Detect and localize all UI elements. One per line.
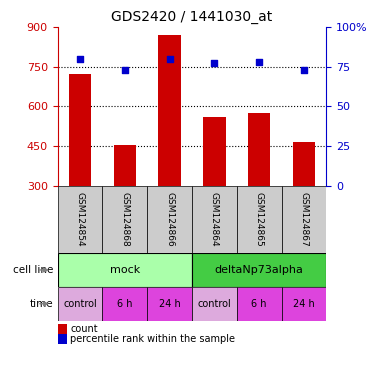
Text: control: control bbox=[63, 299, 97, 309]
Text: count: count bbox=[70, 324, 98, 334]
Text: 24 h: 24 h bbox=[293, 299, 315, 309]
Bar bbox=[293, 142, 315, 185]
Point bbox=[77, 56, 83, 62]
Text: 24 h: 24 h bbox=[159, 299, 180, 309]
Bar bbox=[114, 144, 136, 185]
Bar bbox=[248, 113, 270, 185]
Bar bbox=[147, 185, 192, 253]
Point bbox=[301, 67, 307, 73]
Point bbox=[167, 56, 173, 62]
Bar bbox=[237, 185, 282, 253]
Text: cell line: cell line bbox=[13, 265, 54, 275]
Bar bbox=[203, 117, 226, 185]
Title: GDS2420 / 1441030_at: GDS2420 / 1441030_at bbox=[111, 10, 273, 25]
Text: GSM124866: GSM124866 bbox=[165, 192, 174, 247]
Text: GSM124864: GSM124864 bbox=[210, 192, 219, 247]
Text: 6 h: 6 h bbox=[252, 299, 267, 309]
Text: 6 h: 6 h bbox=[117, 299, 132, 309]
Point bbox=[211, 60, 217, 66]
Bar bbox=[102, 287, 147, 321]
Text: deltaNp73alpha: deltaNp73alpha bbox=[215, 265, 304, 275]
Bar bbox=[282, 287, 326, 321]
Text: GSM124865: GSM124865 bbox=[255, 192, 264, 247]
Bar bbox=[69, 74, 91, 185]
Point bbox=[122, 67, 128, 73]
Bar bbox=[237, 287, 282, 321]
Text: GSM124867: GSM124867 bbox=[299, 192, 309, 247]
Bar bbox=[192, 287, 237, 321]
Bar bbox=[192, 185, 237, 253]
Text: control: control bbox=[197, 299, 231, 309]
Text: percentile rank within the sample: percentile rank within the sample bbox=[70, 334, 236, 344]
Point bbox=[256, 59, 262, 65]
Text: GSM124854: GSM124854 bbox=[75, 192, 85, 247]
Bar bbox=[58, 287, 102, 321]
Text: time: time bbox=[30, 299, 54, 309]
Bar bbox=[58, 253, 192, 287]
Bar bbox=[147, 287, 192, 321]
Text: mock: mock bbox=[109, 265, 140, 275]
Bar bbox=[58, 185, 102, 253]
Bar bbox=[158, 35, 181, 185]
Bar bbox=[282, 185, 326, 253]
Bar bbox=[192, 253, 326, 287]
Bar bbox=[102, 185, 147, 253]
Text: GSM124868: GSM124868 bbox=[120, 192, 129, 247]
